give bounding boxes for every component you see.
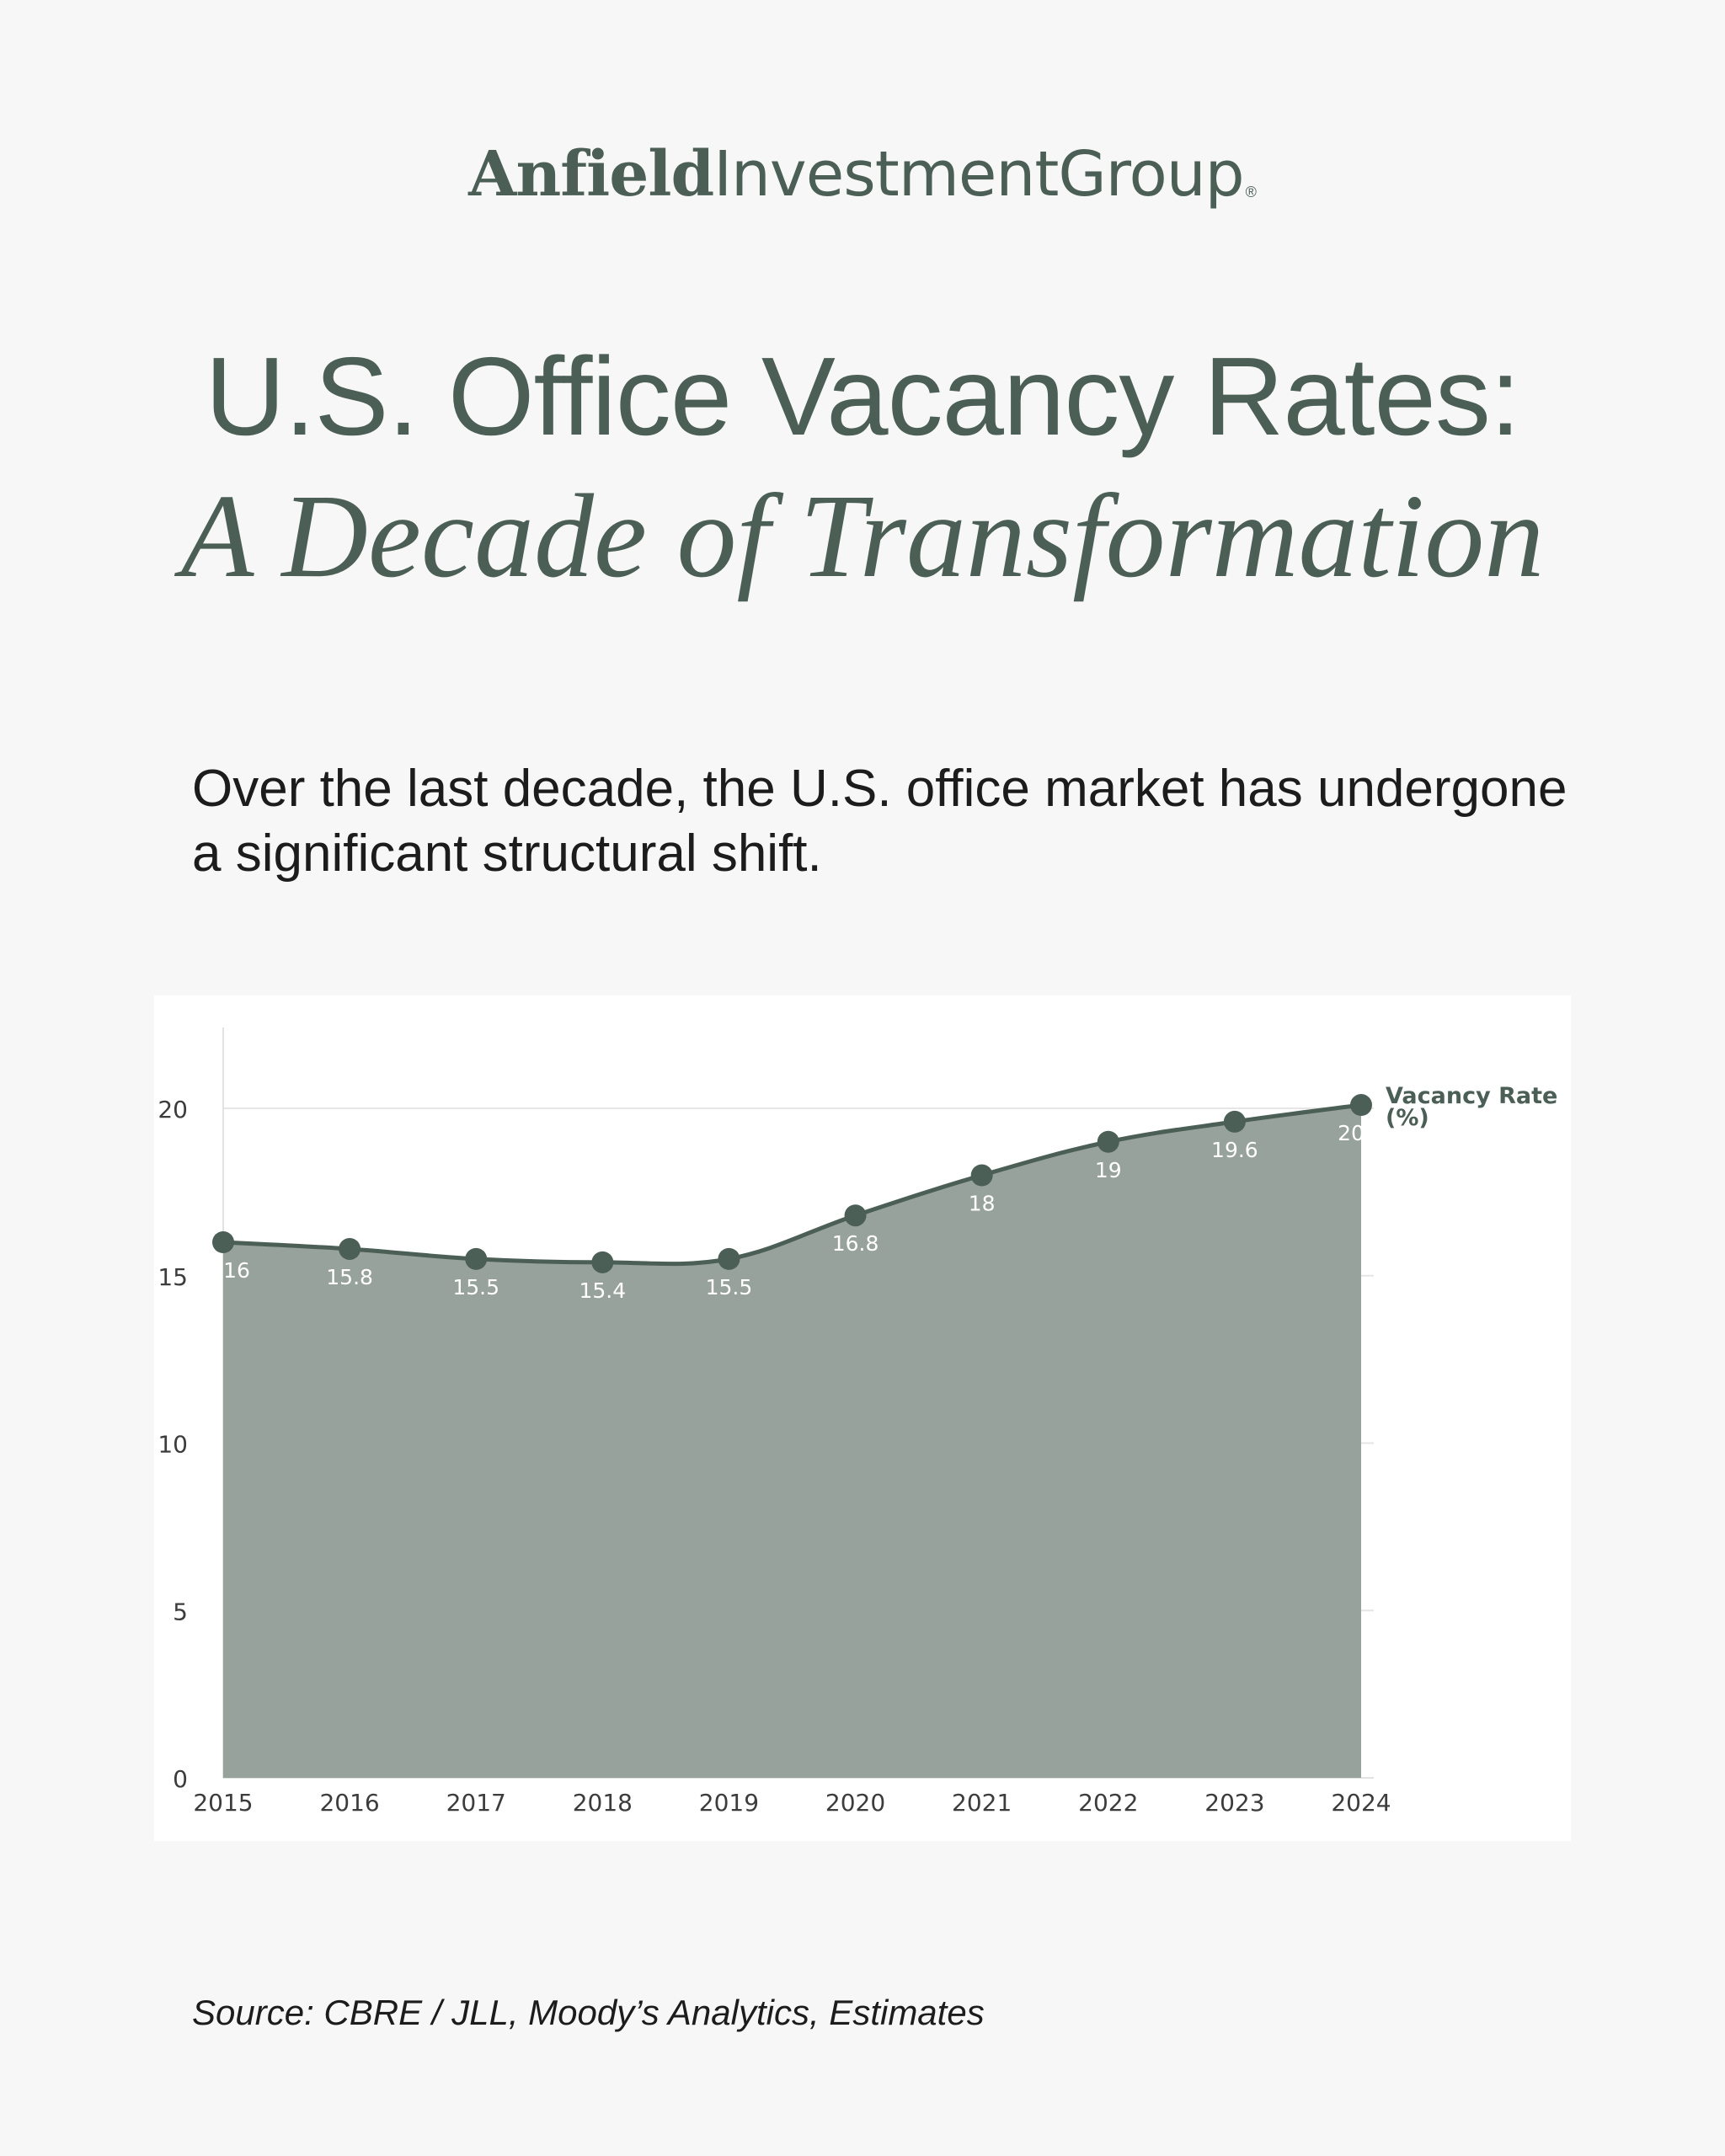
x-tick-label: 2018 [573,1789,633,1817]
y-tick-label: 20 [158,1096,188,1123]
x-tick-label: 2024 [1331,1789,1391,1817]
data-label: 15.5 [706,1275,753,1299]
y-tick-label: 10 [158,1431,188,1459]
x-tick-label: 2017 [446,1789,506,1817]
data-label: 15.5 [452,1275,499,1299]
chart-card: 0 5 10 15 20 16 15.8 15.5 15.4 15.5 16.8 18 19 19.6 20… [154,995,1571,1841]
data-label: 19.6 [1211,1138,1258,1162]
y-tick-label: 15 [158,1263,188,1291]
logo-name-bold: Anfield [468,138,714,211]
page-subtitle: A Decade of Transformation [180,469,1545,602]
data-point [212,1231,234,1253]
data-point [339,1237,361,1260]
intro-paragraph: Over the last decade, the U.S. office ma… [192,760,1567,883]
logo-name-light: InvestmentGroup [713,138,1244,211]
brand-logo: AnfieldInvestmentGroup ® [0,143,1725,205]
page-title: U.S. Office Vacancy Rates: [205,334,1520,458]
series-legend-label: Vacancy Rate [1386,1083,1557,1109]
y-tick-label: 0 [173,1765,188,1793]
data-label: 16 [223,1258,250,1283]
y-tick-label: 5 [173,1598,188,1625]
x-tick-label: 2023 [1204,1789,1264,1817]
data-label: 19 [1095,1158,1122,1182]
series-line [222,1102,1362,1267]
data-point [1097,1130,1119,1153]
data-label: 18 [969,1192,996,1216]
x-tick-label: 2022 [1078,1789,1138,1817]
data-point [1223,1110,1246,1133]
data-point [844,1204,867,1227]
data-label: 20.1 [1338,1121,1385,1145]
data-label: 15.8 [326,1265,373,1289]
data-label: 16.8 [832,1231,879,1256]
data-point [970,1164,993,1187]
data-point [1350,1094,1372,1117]
x-tick-label: 2015 [193,1789,253,1817]
data-point [591,1251,614,1273]
x-tick-label: 2016 [319,1789,379,1817]
data-point [718,1247,740,1270]
x-tick-label: 2019 [699,1789,759,1817]
series-legend-label: (%) [1386,1105,1429,1131]
x-tick-label: 2020 [825,1789,885,1817]
series-area [223,1105,1361,1778]
data-label: 15.4 [579,1278,626,1303]
x-tick-label: 2021 [952,1789,1012,1817]
data-point [465,1247,488,1270]
source-note: Source: CBRE / JLL, Moody’s Analytics, E… [192,1993,985,2032]
registered-mark: ® [1245,184,1257,200]
